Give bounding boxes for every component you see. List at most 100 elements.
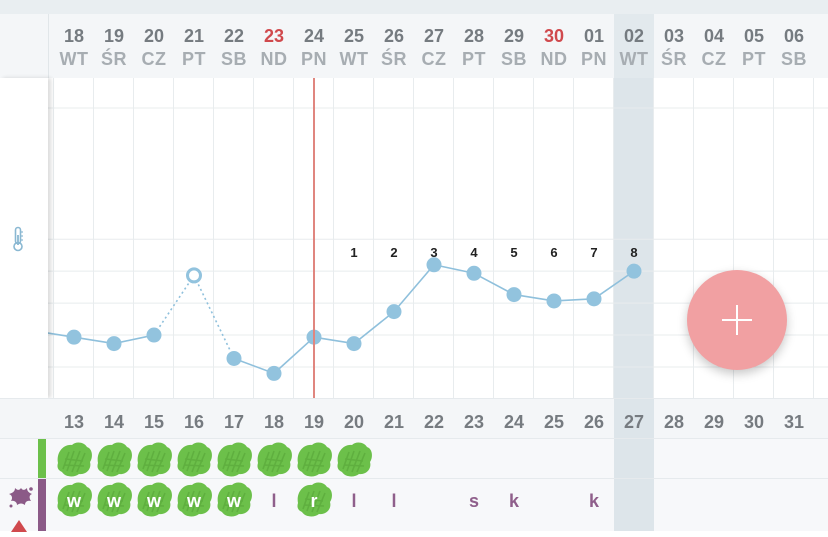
bleeding-cell[interactable] [814,439,828,479]
cycle-day-number: 15 [143,412,165,432]
date-number: 29 [503,26,525,46]
weekday-label: PN [580,49,607,69]
date-column-header[interactable]: 04 CZ [694,14,734,78]
date-column-header[interactable]: 05 PT [734,14,774,78]
date-column-header[interactable]: 30 ND [534,14,574,78]
bleeding-cell[interactable] [94,439,134,479]
temperature-point [466,265,482,281]
date-column-header[interactable]: 25 WT [334,14,374,78]
cycle-day-number: 23 [463,412,485,432]
date-column-header[interactable]: 21 PT [174,14,214,78]
bleeding-cell[interactable] [414,439,454,479]
weekday-label: ŚR [380,49,407,69]
bleeding-cell[interactable] [534,439,574,479]
date-column-header[interactable]: 02 WT [614,14,654,78]
mucus-code: s [468,491,479,511]
selected-day-column [614,78,654,398]
mucus-cell[interactable] [774,479,814,531]
date-column-header[interactable]: 03 ŚR [654,14,694,78]
cycle-day-number: 17 [223,412,245,432]
bleeding-cell[interactable] [574,439,614,479]
mucus-cell[interactable] [414,479,454,531]
bleeding-cell[interactable] [254,439,294,479]
temperature-chart: 1 2 3 4 5 6 7 8 [26,78,828,398]
date-column-header[interactable]: 20 CZ [134,14,174,78]
post-ovulation-day-label: 4 [470,245,478,260]
mucus-cell[interactable]: l [374,479,414,531]
bleeding-cell[interactable] [334,439,374,479]
date-column-header[interactable]: 19 ŚR [94,14,134,78]
date-number: 20 [143,26,165,46]
weekday-label: WT [339,49,369,69]
bleeding-cell[interactable] [734,439,774,479]
bleeding-cell[interactable] [614,439,654,479]
mucus-cell[interactable] [614,479,654,531]
post-ovulation-day-label: 3 [430,245,437,260]
date-number: 06 [783,26,805,46]
bleeding-cell[interactable] [774,439,814,479]
mucus-code: w [146,491,161,511]
bleeding-cell[interactable] [294,439,334,479]
date-number: 02 [623,26,645,46]
mucus-cell[interactable]: w [134,479,174,531]
mucus-cell[interactable]: l [254,479,294,531]
date-column-header[interactable]: 28 PT [454,14,494,78]
date-column-header[interactable]: 27 CZ [414,14,454,78]
bleeding-cell[interactable] [694,439,734,479]
mucus-cell[interactable]: l [334,479,374,531]
weekday-label: ŚR [660,49,687,69]
mucus-code: l [271,491,277,511]
date-column-header[interactable]: 24 PN [294,14,334,78]
mucus-cell[interactable] [814,479,828,531]
bleeding-cell[interactable] [214,439,254,479]
mucus-cell[interactable]: s [454,479,494,531]
weekday-label: SB [220,49,247,69]
date-column-header[interactable]: 29 SB [494,14,534,78]
date-column-header[interactable]: 23 ND [254,14,294,78]
weekday-label: ND [540,49,568,69]
date-column-header[interactable]: 01 PN [574,14,614,78]
cycle-day-number: 18 [263,412,285,432]
cycle-day-number: 29 [703,412,725,432]
temperature-point [346,336,362,352]
mucus-cell[interactable]: w [174,479,214,531]
cycle-day-number: 13 [63,412,85,432]
mucus-cell[interactable]: w [214,479,254,531]
mucus-cell[interactable]: r [294,479,334,531]
mucus-cell[interactable] [534,479,574,531]
thermometer-icon[interactable] [11,226,25,257]
bleeding-cell[interactable] [494,439,534,479]
add-entry-button[interactable] [687,270,787,370]
bleeding-cell[interactable] [54,439,94,479]
date-column-header[interactable]: 26 ŚR [374,14,414,78]
bleeding-cell[interactable] [654,439,694,479]
date-column-header[interactable]: 06 SB [774,14,814,78]
bleeding-cell[interactable] [174,439,214,479]
date-column-header[interactable]: 0 [814,14,828,78]
date-number: 01 [583,26,605,46]
mucus-cell[interactable] [654,479,694,531]
temperature-line [273,336,315,374]
mucus-splat-icon[interactable] [8,485,34,514]
bleeding-cell[interactable] [454,439,494,479]
mucus-cell[interactable] [734,479,774,531]
top-bar [0,0,828,14]
mucus-code: w [186,491,201,511]
mucus-cell[interactable] [694,479,734,531]
cycle-day-number: 25 [543,412,565,432]
date-column-header[interactable]: 18 WT [54,14,94,78]
temperature-line [593,270,635,300]
date-number: 25 [343,26,365,46]
bleeding-cell[interactable] [134,439,174,479]
date-number: 22 [223,26,245,46]
date-number: 24 [303,26,325,46]
weekday-label: ND [260,49,288,69]
bleeding-cell[interactable] [374,439,414,479]
cycle-day-number: 3 [814,399,828,439]
mucus-cell[interactable]: k [494,479,534,531]
mucus-cell[interactable]: k [574,479,614,531]
date-column-header[interactable]: 22 SB [214,14,254,78]
weekday-label: CZ [141,49,167,69]
mucus-cell[interactable]: w [54,479,94,531]
mucus-cell[interactable]: w [94,479,134,531]
